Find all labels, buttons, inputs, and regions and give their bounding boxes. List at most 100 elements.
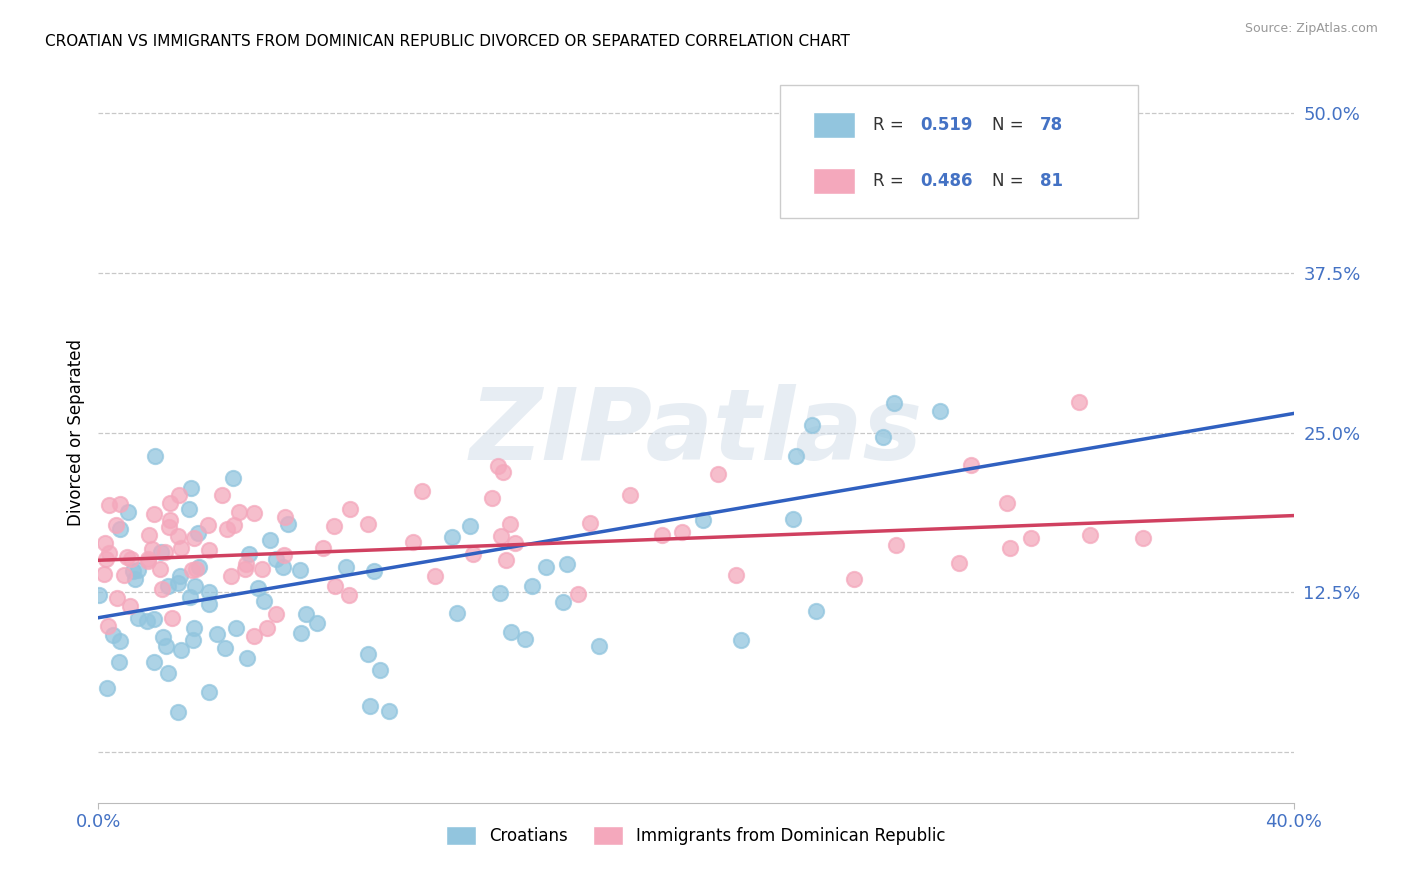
Point bbox=[142, 611, 165, 625]
Point bbox=[228, 505, 250, 519]
Point bbox=[118, 599, 141, 614]
Point bbox=[184, 579, 207, 593]
Text: Source: ZipAtlas.com: Source: ZipAtlas.com bbox=[1244, 22, 1378, 36]
Point bbox=[197, 517, 219, 532]
Point bbox=[167, 705, 190, 719]
Point bbox=[101, 628, 124, 642]
Point bbox=[357, 647, 380, 661]
Point bbox=[214, 640, 236, 655]
Point bbox=[883, 396, 905, 410]
Point bbox=[198, 585, 221, 599]
Point bbox=[446, 606, 468, 620]
Point bbox=[150, 582, 173, 597]
Point bbox=[489, 585, 512, 599]
Point bbox=[481, 491, 503, 505]
Point bbox=[252, 594, 274, 608]
Text: ZIPatlas: ZIPatlas bbox=[470, 384, 922, 481]
Point bbox=[250, 562, 273, 576]
Point bbox=[160, 611, 183, 625]
Point bbox=[929, 404, 952, 418]
Point bbox=[619, 488, 641, 502]
Point bbox=[155, 639, 177, 653]
Point bbox=[236, 651, 259, 665]
Point bbox=[423, 569, 446, 583]
Point bbox=[105, 591, 128, 605]
Point bbox=[243, 506, 266, 520]
Point bbox=[339, 588, 361, 602]
Point bbox=[94, 535, 117, 549]
Point bbox=[411, 483, 433, 498]
Point bbox=[520, 579, 543, 593]
Point bbox=[1132, 532, 1154, 546]
Point bbox=[501, 625, 523, 640]
Point bbox=[93, 566, 115, 581]
Point bbox=[339, 502, 361, 516]
Point bbox=[463, 547, 485, 561]
Point bbox=[150, 545, 173, 559]
Point bbox=[259, 533, 281, 547]
Point bbox=[486, 459, 509, 474]
Text: 0.519: 0.519 bbox=[921, 116, 973, 134]
Point bbox=[1069, 395, 1091, 409]
Point bbox=[588, 640, 610, 654]
Point bbox=[872, 430, 894, 444]
Point bbox=[198, 542, 221, 557]
Point bbox=[730, 633, 752, 648]
Point bbox=[513, 632, 536, 646]
Point bbox=[187, 526, 209, 541]
Point bbox=[378, 705, 401, 719]
Point bbox=[458, 518, 481, 533]
Point bbox=[499, 516, 522, 531]
Point bbox=[159, 520, 181, 534]
Point bbox=[167, 487, 190, 501]
Point bbox=[179, 591, 201, 605]
Point bbox=[323, 579, 346, 593]
Point bbox=[141, 542, 163, 557]
Point bbox=[104, 518, 127, 533]
Point bbox=[357, 516, 380, 531]
Point bbox=[359, 699, 381, 714]
Point bbox=[112, 568, 135, 582]
Point bbox=[87, 588, 110, 602]
FancyBboxPatch shape bbox=[779, 85, 1139, 218]
Point bbox=[671, 524, 693, 539]
Point bbox=[503, 535, 526, 549]
Point bbox=[180, 563, 202, 577]
Text: N =: N = bbox=[993, 172, 1029, 190]
Point bbox=[323, 518, 346, 533]
Point bbox=[117, 505, 139, 519]
Point bbox=[96, 551, 118, 566]
Point bbox=[115, 549, 138, 564]
Point bbox=[782, 512, 804, 526]
Point bbox=[842, 572, 865, 586]
Point bbox=[127, 611, 149, 625]
Text: 81: 81 bbox=[1040, 172, 1063, 190]
Point bbox=[143, 449, 166, 463]
Point bbox=[167, 576, 190, 591]
Point bbox=[217, 522, 239, 536]
Point bbox=[127, 563, 149, 577]
Point bbox=[692, 513, 714, 527]
Point bbox=[98, 546, 121, 560]
Point bbox=[238, 547, 260, 561]
Point bbox=[98, 498, 121, 512]
Point bbox=[156, 665, 179, 680]
Text: 78: 78 bbox=[1040, 116, 1063, 134]
Point bbox=[170, 541, 193, 555]
Point bbox=[256, 621, 278, 635]
Point bbox=[724, 567, 747, 582]
Point bbox=[290, 563, 312, 577]
Point bbox=[363, 564, 385, 578]
Point bbox=[266, 552, 288, 566]
Point bbox=[402, 534, 425, 549]
Point bbox=[198, 597, 221, 611]
Point bbox=[960, 458, 983, 472]
Point bbox=[273, 548, 295, 562]
Text: 0.486: 0.486 bbox=[921, 172, 973, 190]
Point bbox=[235, 557, 257, 571]
Point bbox=[247, 581, 270, 595]
Point bbox=[578, 516, 600, 530]
Point bbox=[120, 552, 142, 566]
Point bbox=[273, 509, 295, 524]
Point bbox=[222, 518, 245, 533]
